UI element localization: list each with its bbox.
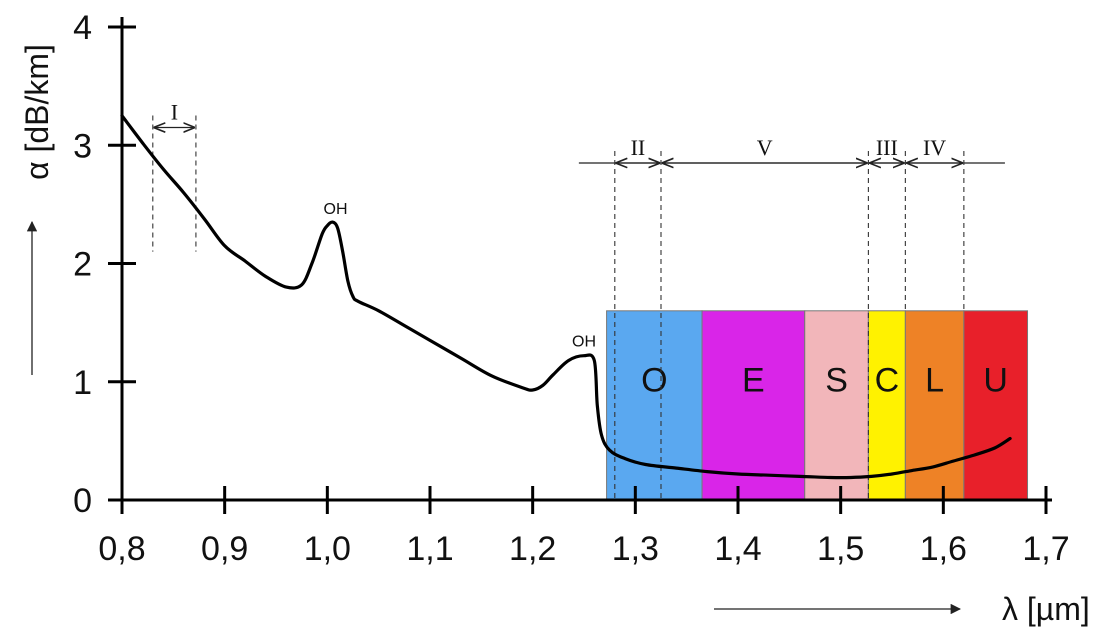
band-e-rect: [701, 310, 806, 501]
y-tick-label-3: 3: [73, 127, 92, 165]
window-iv-label: IV: [923, 135, 946, 160]
y-tick-label-0: 0: [73, 482, 92, 520]
curve-layer: [120, 114, 1012, 480]
oh-peak-label-2: OH: [572, 333, 596, 350]
band-o-rect: [606, 310, 703, 501]
attenuation-curve: [120, 114, 1012, 480]
labels-layer: λ [µm] α [dB/km] OH OH: [19, 44, 1090, 627]
band-o-label: O: [641, 362, 667, 400]
band-s-rect: [804, 310, 869, 501]
x-tick-label-1,3: 1,3: [612, 530, 659, 568]
y-tick-label-2: 2: [73, 246, 92, 284]
x-tick-label-1,4: 1,4: [714, 530, 761, 568]
y-tick-label-4: 4: [73, 9, 92, 47]
band-c-label: C: [875, 362, 900, 400]
band-s-label: S: [825, 362, 848, 400]
window-ii-label: II: [631, 135, 646, 160]
band-u-label: U: [983, 362, 1008, 400]
x-tick-label-1,6: 1,6: [920, 530, 967, 568]
y-axis-label: α [dB/km]: [19, 44, 55, 180]
band-l-label: L: [925, 362, 944, 400]
x-tick-label-0,9: 0,9: [201, 530, 248, 568]
band-c-rect: [867, 310, 906, 501]
window-iii-label: III: [876, 135, 898, 160]
x-tick-label-1,0: 1,0: [304, 530, 351, 568]
band-e-label: E: [742, 362, 765, 400]
x-tick-label-1,5: 1,5: [817, 530, 864, 568]
x-tick-label-1,1: 1,1: [406, 530, 453, 568]
x-tick-label-1,2: 1,2: [509, 530, 556, 568]
window-v-label: V: [757, 135, 773, 160]
axes-layer: 0,8 0,9 1,0 1,1 1,2 1,3 1,4 1,5 1,6 1,7 0 1 2 3 4: [73, 9, 1070, 568]
x-axis-label: λ [µm]: [1002, 591, 1090, 627]
band-u-rect: [963, 310, 1029, 501]
windows-layer: III V III IV: [152, 100, 1005, 500]
y-tick-label-1: 1: [73, 364, 92, 402]
x-tick-label-0,8: 0,8: [98, 530, 145, 568]
oh-peak-label-1: OH: [324, 201, 348, 218]
window-i-label: I: [171, 100, 178, 125]
x-tick-label-1,7: 1,7: [1022, 530, 1069, 568]
